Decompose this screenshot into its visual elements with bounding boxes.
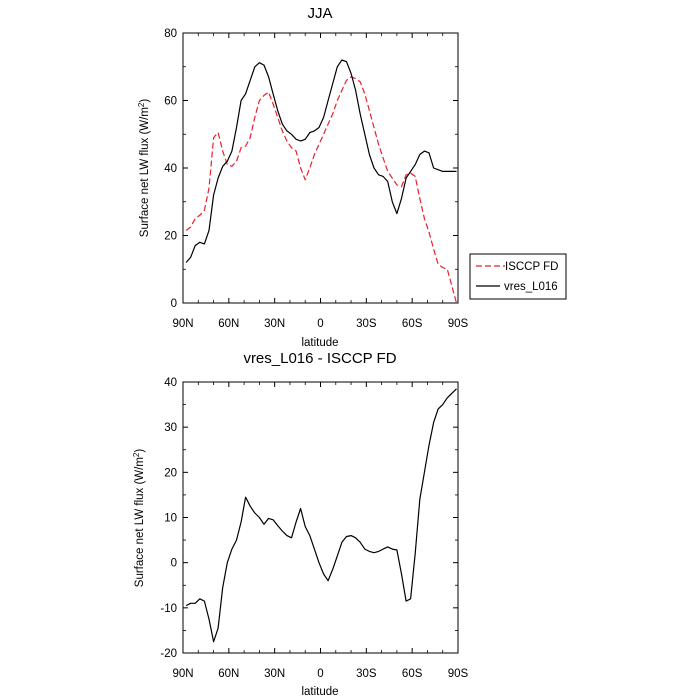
bottom-chart-y-tick-label: 0: [171, 558, 177, 570]
top-chart-panel: JJA 90N 60N 30N 0 30S 60S 90S 0 20 40 60 80 latitud…: [137, 5, 567, 349]
bottom-chart-x-tick-label: 30S: [356, 668, 377, 680]
top-chart-x-tick-label: 60N: [218, 318, 239, 330]
bottom-chart-x-tick-label: 90N: [172, 668, 193, 680]
bottom-chart-plot-frame: [182, 381, 459, 654]
top-chart-y-tick-label: 60: [164, 96, 177, 108]
top-chart-series-isccp-fd: [185, 76, 458, 304]
top-chart-y-tick-label: 20: [164, 231, 177, 243]
top-chart-series-group: [185, 59, 458, 304]
top-chart-y-axis-label: Surface net LW flux (W/m2): [137, 99, 152, 238]
top-chart-x-tick-label: 30N: [264, 318, 285, 330]
bottom-chart-series-group: [185, 388, 457, 643]
bottom-chart-title: vres_L016 - ISCCP FD: [243, 350, 396, 367]
bottom-chart-x-tick-label: 30N: [264, 668, 285, 680]
top-chart-x-axis-label: latitude: [301, 337, 338, 349]
bottom-chart-x-tick-label: 60S: [402, 668, 423, 680]
top-chart-x-tick-label: 90S: [448, 318, 469, 330]
top-chart-x-tick-label: 60S: [402, 318, 423, 330]
bottom-chart-x-tick-label: 60N: [218, 668, 239, 680]
top-chart-x-tick-label: 90N: [172, 318, 193, 330]
legend-label-isccp-fd: ISCCP FD: [505, 261, 558, 273]
bottom-chart-y-tick-label: -20: [160, 648, 177, 660]
bottom-chart-series-vres-l016-isccp-fd: [185, 388, 457, 643]
bottom-chart-ticks: 90N 60N 30N 0 30S 60S 90S -20 -10 0 10 20 30 40: [160, 377, 468, 680]
top-chart-y-tick-label: 40: [164, 163, 177, 175]
bottom-chart-y-tick-label: -10: [160, 603, 177, 615]
bottom-chart-panel: vres_L016 - ISCCP FD 90N 60N 30N 0 30S 60S 90S…: [132, 350, 469, 698]
legend-label-vres-l016: vres_L016: [504, 281, 558, 293]
top-chart-series-vres-l016: [185, 59, 457, 263]
bottom-chart-y-tick-label: 20: [164, 467, 177, 479]
bottom-chart-y-tick-label: 10: [164, 513, 177, 525]
top-chart-ticks: 90N 60N 30N 0 30S 60S 90S 0 20 40 60 80: [164, 28, 468, 330]
bottom-chart-y-tick-label: 30: [164, 422, 177, 434]
top-chart-y-tick-label: 0: [171, 298, 177, 310]
top-chart-x-tick-label: 0: [317, 318, 323, 330]
top-chart-x-tick-label: 30S: [356, 318, 377, 330]
top-chart-legend: ISCCP FD vres_L016: [469, 253, 567, 300]
top-chart-plot-frame: [182, 32, 459, 304]
top-chart-title: JJA: [307, 5, 332, 22]
bottom-chart-y-tick-label: 40: [164, 377, 177, 389]
bottom-chart-x-axis-label: latitude: [301, 686, 338, 698]
bottom-chart-x-tick-label: 90S: [448, 668, 469, 680]
legend-frame: [469, 253, 567, 300]
bottom-chart-x-tick-label: 0: [317, 668, 323, 680]
top-chart-y-tick-label: 80: [164, 28, 177, 40]
bottom-chart-y-axis-label: Surface net LW flux (W/m2): [132, 449, 147, 588]
